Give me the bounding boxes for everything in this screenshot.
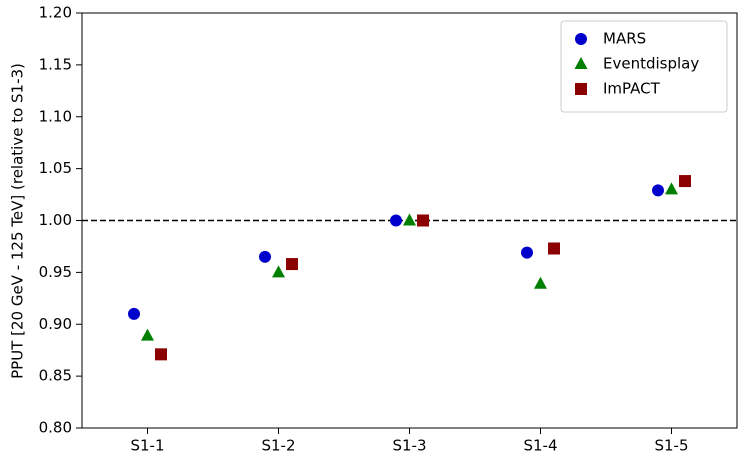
y-tick-label: 0.90 (39, 315, 72, 333)
marker (574, 57, 588, 69)
legend-label: MARS (603, 30, 646, 48)
marker (128, 307, 140, 320)
x-tick-label: S1-5 (654, 437, 688, 455)
marker (390, 214, 402, 227)
x-tick-label: S1-1 (130, 437, 164, 455)
y-tick-label: 1.15 (39, 55, 72, 73)
y-tick-label: 0.95 (39, 263, 72, 281)
legend-box (560, 20, 728, 113)
marker (155, 348, 167, 361)
marker (575, 83, 587, 95)
marker (679, 175, 691, 188)
y-tick-label: 1.20 (39, 4, 72, 22)
y-tick-label: 1.10 (39, 107, 72, 125)
y-tick-label: 1.05 (39, 159, 72, 177)
y-tick-label: 0.85 (39, 367, 72, 385)
marker (534, 276, 547, 289)
marker (521, 246, 533, 259)
marker (665, 182, 678, 195)
marker (417, 214, 429, 227)
legend-label: ImPACT (603, 80, 661, 98)
y-tick-label: 0.80 (39, 419, 72, 437)
x-tick-label: S1-2 (261, 437, 295, 455)
y-axis-label: PPUT [20 GeV - 125 TeV] (relative to S1-… (9, 63, 27, 379)
marker (403, 213, 416, 226)
y-tick-label: 1.00 (39, 211, 72, 229)
marker (272, 265, 285, 278)
legend-label: Eventdisplay (603, 55, 699, 73)
marker (652, 184, 664, 197)
marker (141, 328, 154, 341)
marker (548, 242, 560, 255)
plot-frame (81, 12, 738, 429)
marker (286, 258, 298, 271)
marker (259, 250, 271, 263)
x-tick-label: S1-3 (392, 437, 426, 455)
marker (575, 33, 587, 45)
x-tick-label: S1-4 (523, 437, 557, 455)
